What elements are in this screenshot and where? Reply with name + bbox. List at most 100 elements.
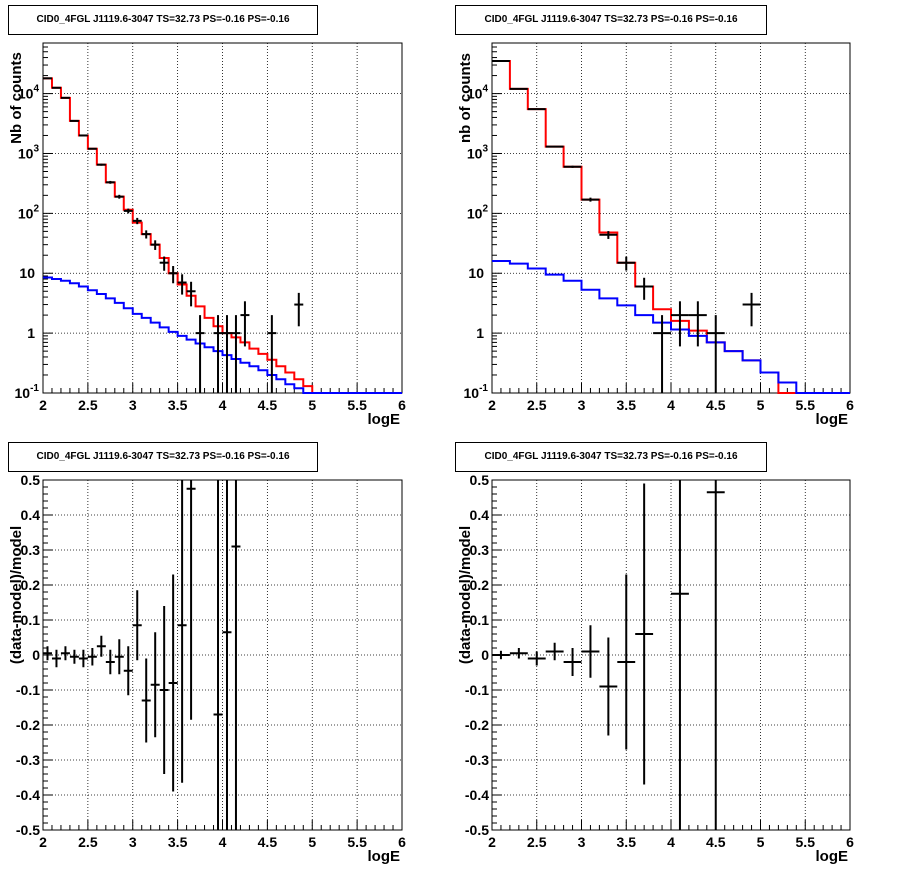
x-tick-label: 5.5 (796, 834, 816, 850)
data-point (617, 256, 636, 271)
x-tick-label: 5.5 (347, 834, 367, 850)
residual-point (51, 649, 61, 668)
y-tick-label: 0.4 (21, 507, 41, 523)
residual-point (177, 480, 187, 783)
y-tick-label: -0.4 (16, 787, 40, 803)
data-point (581, 197, 600, 202)
x-tick-label: 3 (129, 397, 137, 413)
residual-point (617, 574, 636, 750)
data-point (706, 315, 725, 393)
data-point (635, 277, 654, 300)
y-axis-label: (data-model)/model (457, 526, 474, 664)
y-tick-label: 0.2 (21, 577, 41, 593)
data-point (213, 315, 223, 393)
series-line-model-source (43, 276, 402, 394)
data-point (105, 180, 115, 184)
y-tick-label: 0.3 (21, 542, 41, 558)
x-tick-label: 4.5 (706, 834, 726, 850)
residual-point (635, 483, 654, 785)
data-point (186, 281, 196, 307)
data-point (132, 217, 142, 225)
y-tick-label: 0 (481, 647, 489, 663)
x-tick-label: 3 (129, 834, 137, 850)
residual-point (581, 625, 600, 678)
y-tick-label: -0.5 (16, 822, 40, 838)
data-point (159, 256, 169, 271)
residual-point (69, 649, 79, 664)
x-tick-label: 3 (578, 834, 586, 850)
x-axis-label: logE (816, 848, 849, 865)
y-tick-label: -0.3 (465, 752, 489, 768)
x-tick-label: 2.5 (78, 397, 98, 413)
residual-point (60, 646, 70, 661)
data-point (671, 301, 689, 347)
residual-point (222, 480, 232, 830)
data-point (294, 292, 304, 327)
y-tick-label: 103 (18, 143, 40, 161)
data-point (195, 315, 205, 393)
y-tick-label: 104 (18, 84, 40, 102)
residual-point (78, 649, 88, 668)
data-point (240, 301, 250, 347)
x-tick-label: 3.5 (617, 397, 637, 413)
x-tick-label: 5.5 (347, 397, 367, 413)
x-tick-label: 6 (846, 834, 854, 850)
x-tick-label: 4 (219, 397, 227, 413)
residual-point (599, 637, 618, 736)
y-axis-label: Nb of counts (8, 52, 25, 144)
x-tick-label: 5.5 (796, 397, 816, 413)
residual-point (186, 480, 196, 720)
data-point (563, 165, 582, 168)
residual-point (545, 642, 564, 661)
x-tick-label: 5 (757, 397, 765, 413)
x-tick-label: 2.5 (527, 397, 547, 413)
title-box-residuals-fine: CID0_4FGL J1119.6-3047 TS=32.73 PS=-0.16… (8, 442, 318, 472)
x-tick-label: 6 (846, 397, 854, 413)
x-tick-label: 2 (488, 397, 496, 413)
y-tick-label: 0.4 (470, 507, 490, 523)
x-tick-label: 2.5 (527, 834, 547, 850)
x-tick-label: 4 (219, 834, 227, 850)
data-point (177, 274, 187, 295)
data-point (123, 208, 133, 214)
residual-point (231, 480, 241, 830)
x-tick-label: 5 (308, 834, 316, 850)
data-point (267, 315, 277, 393)
data-point (653, 315, 671, 393)
data-point (69, 119, 79, 122)
x-tick-label: 5 (757, 834, 765, 850)
x-tick-label: 3.5 (168, 397, 188, 413)
x-tick-label: 4.5 (706, 397, 726, 413)
title-box-counts-fine: CID0_4FGL J1119.6-3047 TS=32.73 PS=-0.16… (8, 5, 318, 35)
data-point (150, 240, 160, 250)
x-tick-label: 2.5 (78, 834, 98, 850)
y-tick-label: 10-1 (464, 383, 489, 401)
residual-point (123, 646, 133, 696)
residual-point (141, 658, 151, 743)
y-tick-label: 0.2 (470, 577, 490, 593)
x-tick-label: 3 (578, 397, 586, 413)
x-tick-label: 2 (488, 834, 496, 850)
y-tick-label: 104 (467, 84, 489, 102)
y-tick-label: 10-1 (15, 383, 40, 401)
y-tick-label: 10 (468, 265, 484, 281)
y-axis-label: (data-model)/model (8, 526, 25, 664)
y-tick-label: -0.2 (16, 717, 40, 733)
y-tick-label: 0.1 (21, 612, 41, 628)
residual-point (213, 480, 223, 830)
y-tick-label: 1 (27, 325, 35, 341)
data-point (114, 194, 124, 199)
residual-point (43, 646, 52, 661)
y-tick-label: -0.2 (465, 717, 489, 733)
residual-point (563, 648, 582, 676)
title-box-residuals-coarse: CID0_4FGL J1119.6-3047 TS=32.73 PS=-0.16… (455, 442, 767, 472)
data-point (87, 147, 97, 150)
series-line-model-total (43, 77, 402, 394)
x-tick-label: 6 (398, 834, 406, 850)
data-point (688, 301, 707, 347)
data-point (141, 230, 151, 239)
